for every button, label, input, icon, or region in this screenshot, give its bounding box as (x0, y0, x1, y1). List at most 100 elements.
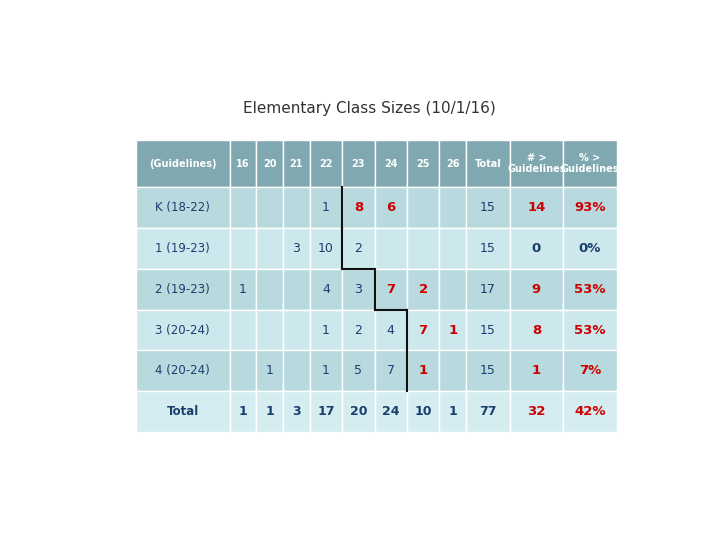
FancyBboxPatch shape (407, 187, 439, 228)
Text: 1: 1 (238, 405, 247, 418)
FancyBboxPatch shape (136, 140, 230, 187)
FancyBboxPatch shape (466, 187, 510, 228)
FancyBboxPatch shape (510, 140, 563, 187)
Text: 1: 1 (239, 283, 247, 296)
FancyBboxPatch shape (563, 228, 617, 269)
FancyBboxPatch shape (256, 187, 283, 228)
FancyBboxPatch shape (256, 140, 283, 187)
FancyBboxPatch shape (310, 350, 342, 391)
FancyBboxPatch shape (310, 187, 342, 228)
Text: 1: 1 (266, 364, 274, 377)
Text: 17: 17 (480, 283, 496, 296)
FancyBboxPatch shape (342, 310, 374, 350)
Text: 24: 24 (384, 159, 397, 168)
FancyBboxPatch shape (439, 310, 466, 350)
FancyBboxPatch shape (310, 310, 342, 350)
FancyBboxPatch shape (342, 187, 374, 228)
FancyBboxPatch shape (230, 310, 256, 350)
FancyBboxPatch shape (439, 391, 466, 432)
FancyBboxPatch shape (342, 140, 374, 187)
Text: 23: 23 (351, 159, 365, 168)
FancyBboxPatch shape (407, 310, 439, 350)
FancyBboxPatch shape (563, 391, 617, 432)
Text: 1: 1 (322, 201, 330, 214)
FancyBboxPatch shape (256, 350, 283, 391)
Text: 25: 25 (416, 159, 430, 168)
FancyBboxPatch shape (563, 310, 617, 350)
Text: 53%: 53% (575, 283, 606, 296)
FancyBboxPatch shape (310, 269, 342, 310)
Text: 4 (20-24): 4 (20-24) (156, 364, 210, 377)
Text: 2: 2 (354, 323, 362, 336)
FancyBboxPatch shape (310, 140, 342, 187)
FancyBboxPatch shape (407, 140, 439, 187)
FancyBboxPatch shape (374, 228, 407, 269)
Text: 3: 3 (292, 242, 300, 255)
Text: 2: 2 (354, 242, 362, 255)
FancyBboxPatch shape (563, 350, 617, 391)
FancyBboxPatch shape (466, 350, 510, 391)
Text: 26: 26 (446, 159, 459, 168)
FancyBboxPatch shape (563, 140, 617, 187)
Text: 1: 1 (449, 405, 457, 418)
FancyBboxPatch shape (230, 269, 256, 310)
FancyBboxPatch shape (374, 310, 407, 350)
Text: 93%: 93% (575, 201, 606, 214)
FancyBboxPatch shape (230, 228, 256, 269)
Text: 5: 5 (354, 364, 362, 377)
Text: 0: 0 (532, 242, 541, 255)
Text: % >
Guidelines: % > Guidelines (561, 153, 619, 174)
Text: 6: 6 (386, 201, 395, 214)
FancyBboxPatch shape (283, 269, 310, 310)
FancyBboxPatch shape (310, 391, 342, 432)
Text: 7: 7 (418, 323, 428, 336)
Text: 15: 15 (480, 323, 496, 336)
Text: 1: 1 (322, 323, 330, 336)
Text: 0%: 0% (579, 242, 601, 255)
Text: 3: 3 (292, 405, 301, 418)
Text: 15: 15 (480, 364, 496, 377)
FancyBboxPatch shape (136, 350, 230, 391)
FancyBboxPatch shape (283, 187, 310, 228)
FancyBboxPatch shape (407, 269, 439, 310)
Text: 15: 15 (480, 201, 496, 214)
FancyBboxPatch shape (342, 228, 374, 269)
FancyBboxPatch shape (283, 140, 310, 187)
FancyBboxPatch shape (374, 187, 407, 228)
Text: 1: 1 (322, 364, 330, 377)
Text: 10: 10 (318, 242, 334, 255)
FancyBboxPatch shape (310, 228, 342, 269)
FancyBboxPatch shape (256, 310, 283, 350)
FancyBboxPatch shape (230, 140, 256, 187)
FancyBboxPatch shape (283, 228, 310, 269)
FancyBboxPatch shape (439, 350, 466, 391)
Text: 20: 20 (350, 405, 367, 418)
FancyBboxPatch shape (136, 391, 230, 432)
FancyBboxPatch shape (230, 187, 256, 228)
FancyBboxPatch shape (136, 269, 230, 310)
Text: 1: 1 (532, 364, 541, 377)
FancyBboxPatch shape (256, 269, 283, 310)
Text: 1: 1 (448, 323, 457, 336)
Text: 22: 22 (319, 159, 333, 168)
Text: 15: 15 (480, 242, 496, 255)
Text: 7%: 7% (579, 364, 601, 377)
Text: 7: 7 (387, 364, 395, 377)
FancyBboxPatch shape (466, 310, 510, 350)
FancyBboxPatch shape (283, 310, 310, 350)
FancyBboxPatch shape (136, 228, 230, 269)
Text: 17: 17 (318, 405, 335, 418)
Text: 20: 20 (263, 159, 276, 168)
Text: 3 (20-24): 3 (20-24) (156, 323, 210, 336)
Text: 42%: 42% (575, 405, 606, 418)
FancyBboxPatch shape (466, 269, 510, 310)
FancyBboxPatch shape (342, 391, 374, 432)
FancyBboxPatch shape (510, 269, 563, 310)
Text: 9: 9 (532, 283, 541, 296)
Text: Total: Total (166, 405, 199, 418)
Text: 10: 10 (415, 405, 432, 418)
FancyBboxPatch shape (510, 391, 563, 432)
FancyBboxPatch shape (407, 350, 439, 391)
FancyBboxPatch shape (374, 140, 407, 187)
FancyBboxPatch shape (407, 391, 439, 432)
